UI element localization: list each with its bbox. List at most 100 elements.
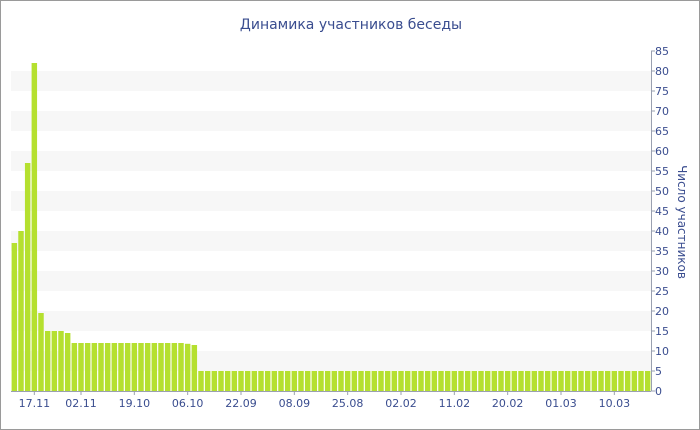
x-tick-label: 06.10 (172, 397, 204, 410)
bar (598, 371, 604, 391)
grid-band (11, 271, 651, 291)
y-tick-label: 45 (655, 205, 669, 218)
bar (131, 343, 138, 391)
axes (11, 50, 655, 395)
y-axis-label: Число участников (675, 165, 689, 279)
y-tick-label: 70 (655, 105, 669, 118)
bar (231, 371, 238, 391)
y-tick-label: 50 (655, 185, 669, 198)
bar (191, 345, 198, 391)
y-tick-label: 20 (655, 305, 669, 318)
bar (18, 231, 24, 391)
y-tick-label: 5 (655, 365, 662, 378)
x-tick-label: 10.03 (599, 397, 631, 410)
bar (264, 371, 271, 391)
x-tick-label: 01.03 (545, 397, 577, 410)
grid-band (11, 151, 651, 171)
bar (98, 343, 104, 391)
bar (644, 371, 651, 391)
bar (78, 343, 84, 391)
grid-band (11, 231, 651, 251)
bar (438, 371, 444, 391)
bar (624, 371, 631, 391)
bar (511, 371, 518, 391)
bar (451, 371, 458, 391)
bar (224, 371, 231, 391)
y-tick-label: 0 (655, 385, 662, 398)
bar (551, 371, 558, 391)
x-tick-label: 20.02 (492, 397, 524, 410)
bar (144, 343, 151, 391)
grid-band (11, 111, 651, 131)
y-tick-label: 35 (655, 245, 669, 258)
bar (84, 343, 91, 391)
bar (151, 343, 158, 391)
bar (38, 313, 44, 391)
bar (604, 371, 611, 391)
bar (631, 371, 638, 391)
bar (204, 371, 211, 391)
bar (104, 343, 111, 391)
bar (391, 371, 398, 391)
bar (238, 371, 244, 391)
bar (318, 371, 324, 391)
bar (398, 371, 404, 391)
bar (558, 371, 564, 391)
bars (11, 63, 651, 391)
bar (184, 343, 191, 391)
y-tick-label: 25 (655, 285, 669, 298)
grid-band (11, 191, 651, 211)
y-tick-label: 65 (655, 125, 669, 138)
y-tick-label: 60 (655, 145, 669, 158)
grid-band (11, 71, 651, 91)
bar (164, 343, 171, 391)
bar (491, 371, 498, 391)
x-tick-label: 17.11 (19, 397, 51, 410)
bar (444, 371, 451, 391)
bar (384, 371, 391, 391)
chart-title: Динамика участников беседы (240, 17, 462, 33)
bar (71, 343, 78, 391)
bar (431, 371, 438, 391)
x-tick-label: 22.09 (225, 397, 257, 410)
bar (544, 371, 551, 391)
bar (171, 343, 178, 391)
bar (584, 371, 591, 391)
bar (178, 343, 184, 391)
bar (464, 371, 471, 391)
y-tick-labels: 0 5 10 15 20 25 30 35 40 45 50 55 60 65 70 75 80 85 (655, 45, 669, 398)
bar (311, 371, 318, 391)
grid-band (11, 311, 651, 331)
x-tick-label: 11.02 (439, 397, 471, 410)
bar (298, 371, 304, 391)
bar (504, 371, 511, 391)
bar (418, 371, 424, 391)
bar (344, 371, 351, 391)
bar (244, 371, 251, 391)
y-tick-label: 55 (655, 165, 669, 178)
y-tick-label: 80 (655, 65, 669, 78)
bar (571, 371, 578, 391)
x-tick-label: 02.11 (65, 397, 97, 410)
bar (271, 371, 278, 391)
bar (44, 331, 51, 391)
bar (251, 371, 258, 391)
bar (198, 371, 204, 391)
grid-band (11, 351, 651, 371)
y-tick-label: 10 (655, 345, 669, 358)
bar (278, 371, 284, 391)
x-tick-label: 02.02 (385, 397, 417, 410)
bar (324, 371, 331, 391)
bar (218, 371, 224, 391)
bar (338, 371, 344, 391)
bar (51, 331, 58, 391)
bar (618, 371, 624, 391)
bar (591, 371, 598, 391)
y-tick-label: 40 (655, 225, 669, 238)
bar (11, 243, 18, 391)
bar (158, 343, 164, 391)
x-tick-label: 19.10 (119, 397, 151, 410)
bar (124, 343, 131, 391)
bar (518, 371, 524, 391)
